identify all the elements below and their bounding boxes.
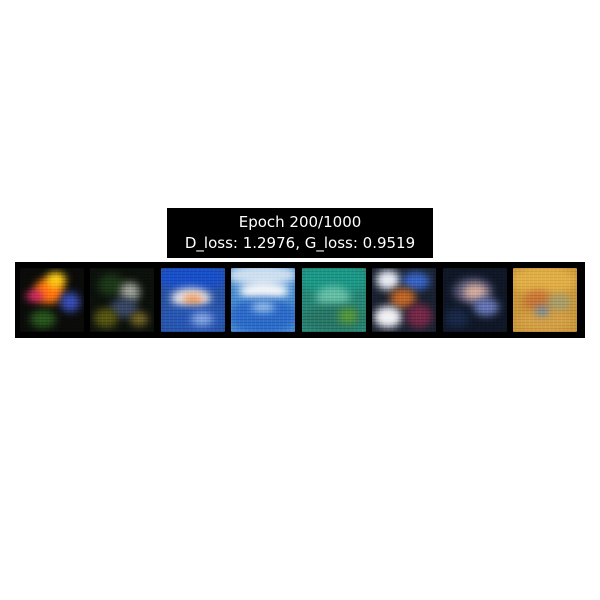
sample-image — [161, 268, 225, 332]
epoch-label: Epoch 200/1000 — [238, 213, 362, 231]
sample-image — [231, 268, 295, 332]
sample-image — [513, 268, 577, 332]
sample-image — [302, 268, 366, 332]
loss-label: D_loss: 1.2976, G_loss: 0.9519 — [184, 234, 416, 252]
generated-samples-strip — [15, 262, 585, 338]
sample-image — [443, 268, 507, 332]
sample-image — [90, 268, 154, 332]
sample-image — [372, 268, 436, 332]
sample-image — [20, 268, 84, 332]
epoch-title: Epoch 200/1000 D_loss: 1.2976, G_loss: 0… — [167, 208, 433, 258]
